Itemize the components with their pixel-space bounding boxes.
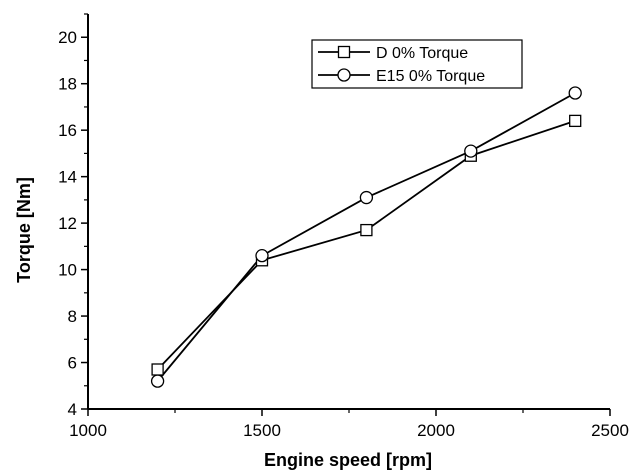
square-marker: [151, 363, 164, 376]
y-tick-label: 4: [68, 400, 77, 419]
y-tick-label: 10: [58, 261, 77, 280]
circle-marker: [255, 248, 269, 263]
legend: D 0% Torque E15 0% Torque: [311, 39, 523, 89]
circle-marker: [359, 190, 374, 205]
y-tick-label: 14: [58, 168, 77, 187]
x-tick-label: 1000: [69, 421, 107, 440]
square-marker: [569, 114, 582, 128]
y-tick-label: 16: [58, 121, 77, 140]
series-line: [156, 120, 576, 371]
series-line: [156, 92, 576, 382]
circle-marker: [337, 68, 351, 82]
square-marker: [360, 223, 373, 237]
x-tick-label: 1500: [243, 421, 281, 440]
circle-marker: [568, 86, 582, 100]
circle-marker: [150, 374, 165, 388]
plot-area: [150, 86, 582, 388]
x-tick-label: 2000: [417, 421, 455, 440]
legend-label: D 0% Torque: [376, 45, 468, 62]
x-tick-label: 2500: [591, 421, 629, 440]
y-tick-label: 8: [68, 307, 77, 326]
axes: 1000 1500 2000 2500 4 6 8 10 12 14 16 18 20: [58, 13, 629, 440]
y-tick-label: 12: [58, 214, 77, 233]
circle-marker: [464, 144, 478, 158]
legend-label: E15 0% Torque: [376, 68, 485, 85]
x-axis-title: Engine speed [rpm]: [264, 450, 432, 470]
y-tick-label: 18: [58, 75, 77, 94]
y-tick-label: 20: [58, 28, 77, 47]
y-axis-title: Torque [Nm]: [14, 177, 34, 283]
square-marker: [337, 45, 351, 59]
y-tick-label: 6: [68, 354, 77, 373]
